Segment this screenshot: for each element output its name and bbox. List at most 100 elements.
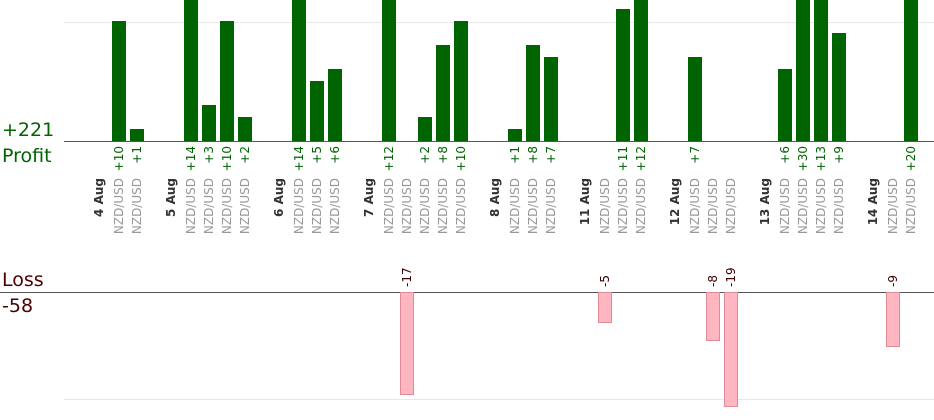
profit-bar (616, 9, 630, 141)
pair-label: NZD/USD (400, 178, 414, 234)
pair-label: NZD/USD (418, 178, 432, 234)
profit-value-label: +5 (310, 146, 324, 164)
pair-label: NZD/USD (634, 178, 648, 234)
profit-bar (814, 0, 828, 141)
date-label: 4 Aug (92, 178, 106, 217)
profit-value-label: +14 (292, 146, 306, 171)
profit-bar (544, 57, 558, 141)
profit-bar (292, 0, 306, 141)
pair-label: NZD/USD (184, 178, 198, 234)
profit-bar (904, 0, 918, 141)
loss-bar (400, 292, 414, 395)
profit-bar (238, 117, 252, 141)
pair-label: NZD/USD (832, 178, 846, 234)
pair-label: NZD/USD (454, 178, 468, 234)
pair-label: NZD/USD (436, 178, 450, 234)
profit-label: Profit (2, 145, 52, 167)
profit-bar (832, 33, 846, 141)
loss-value-label: -19 (724, 267, 738, 287)
profit-bar (130, 129, 144, 141)
profit-bar (688, 57, 702, 141)
loss-label: Loss (2, 269, 44, 291)
pair-label: NZD/USD (328, 178, 342, 234)
pair-label: NZD/USD (886, 178, 900, 234)
profit-value-label: +6 (328, 146, 342, 164)
profit-value-label: +10 (454, 146, 468, 171)
profit-value-label: +20 (904, 146, 918, 171)
date-label: 13 Aug (758, 178, 772, 225)
pair-label: NZD/USD (778, 178, 792, 234)
loss-value-label: -5 (598, 275, 612, 287)
profit-value-label: +10 (220, 146, 234, 171)
profit-value-label: +8 (436, 146, 450, 164)
profit-value-label: +1 (508, 146, 522, 164)
pair-label: NZD/USD (616, 178, 630, 234)
date-label: 6 Aug (272, 178, 286, 217)
pair-label: NZD/USD (706, 178, 720, 234)
profit-value-label: +14 (184, 146, 198, 171)
date-label: 12 Aug (668, 178, 682, 225)
loss-bar (598, 292, 612, 323)
pair-label: NZD/USD (202, 178, 216, 234)
profit-value-label: +30 (796, 146, 810, 171)
profit-total: +221 (2, 119, 55, 141)
profit-value-label: +2 (418, 146, 432, 164)
pair-label: NZD/USD (292, 178, 306, 234)
pair-label: NZD/USD (130, 178, 144, 234)
profit-value-label: +12 (382, 146, 396, 171)
loss-value-label: -8 (706, 275, 720, 287)
profit-value-label: +11 (616, 146, 630, 171)
loss-value-label: -17 (400, 267, 414, 287)
profit-bar (112, 21, 126, 141)
profit-value-label: +10 (112, 146, 126, 171)
profit-bar (310, 81, 324, 141)
profit-bar (634, 0, 648, 141)
loss-bar (886, 292, 900, 347)
profit-bar (328, 69, 342, 141)
profit-value-label: +1 (130, 146, 144, 164)
profit-value-label: +13 (814, 146, 828, 171)
profit-bar (454, 21, 468, 141)
pair-label: NZD/USD (220, 178, 234, 234)
pair-label: NZD/USD (598, 178, 612, 234)
loss-total: -58 (2, 295, 34, 317)
pair-label: NZD/USD (526, 178, 540, 234)
profit-value-label: +8 (526, 146, 540, 164)
profit-bar (508, 129, 522, 141)
profit-bar (220, 21, 234, 141)
pair-label: NZD/USD (238, 178, 252, 234)
profit-value-label: +7 (544, 146, 558, 164)
profit-value-label: +9 (832, 146, 846, 164)
pair-label: NZD/USD (904, 178, 918, 234)
pair-label: NZD/USD (112, 178, 126, 234)
loss-bar (706, 292, 720, 341)
pair-label: NZD/USD (544, 178, 558, 234)
profit-bar (526, 45, 540, 141)
profit-bar (202, 105, 216, 141)
profit-value-label: +7 (688, 146, 702, 164)
pair-label: NZD/USD (814, 178, 828, 234)
profit-bar (436, 45, 450, 141)
profit-bar (418, 117, 432, 141)
date-label: 8 Aug (488, 178, 502, 217)
date-label: 7 Aug (362, 178, 376, 217)
pair-label: NZD/USD (382, 178, 396, 234)
pair-label: NZD/USD (796, 178, 810, 234)
pair-label: NZD/USD (508, 178, 522, 234)
profit-value-label: +3 (202, 146, 216, 164)
profit-bar (382, 0, 396, 141)
pair-label: NZD/USD (688, 178, 702, 234)
date-label: 14 Aug (866, 178, 880, 225)
pair-label: NZD/USD (724, 178, 738, 234)
profit-bar (796, 0, 810, 141)
profit-value-label: +2 (238, 146, 252, 164)
profit-value-label: +12 (634, 146, 648, 171)
profit-value-label: +6 (778, 146, 792, 164)
pair-label: NZD/USD (310, 178, 324, 234)
date-label: 11 Aug (578, 178, 592, 225)
loss-bar (724, 292, 738, 407)
profit-bar (778, 69, 792, 141)
date-label: 5 Aug (164, 178, 178, 217)
loss-value-label: -9 (886, 275, 900, 287)
